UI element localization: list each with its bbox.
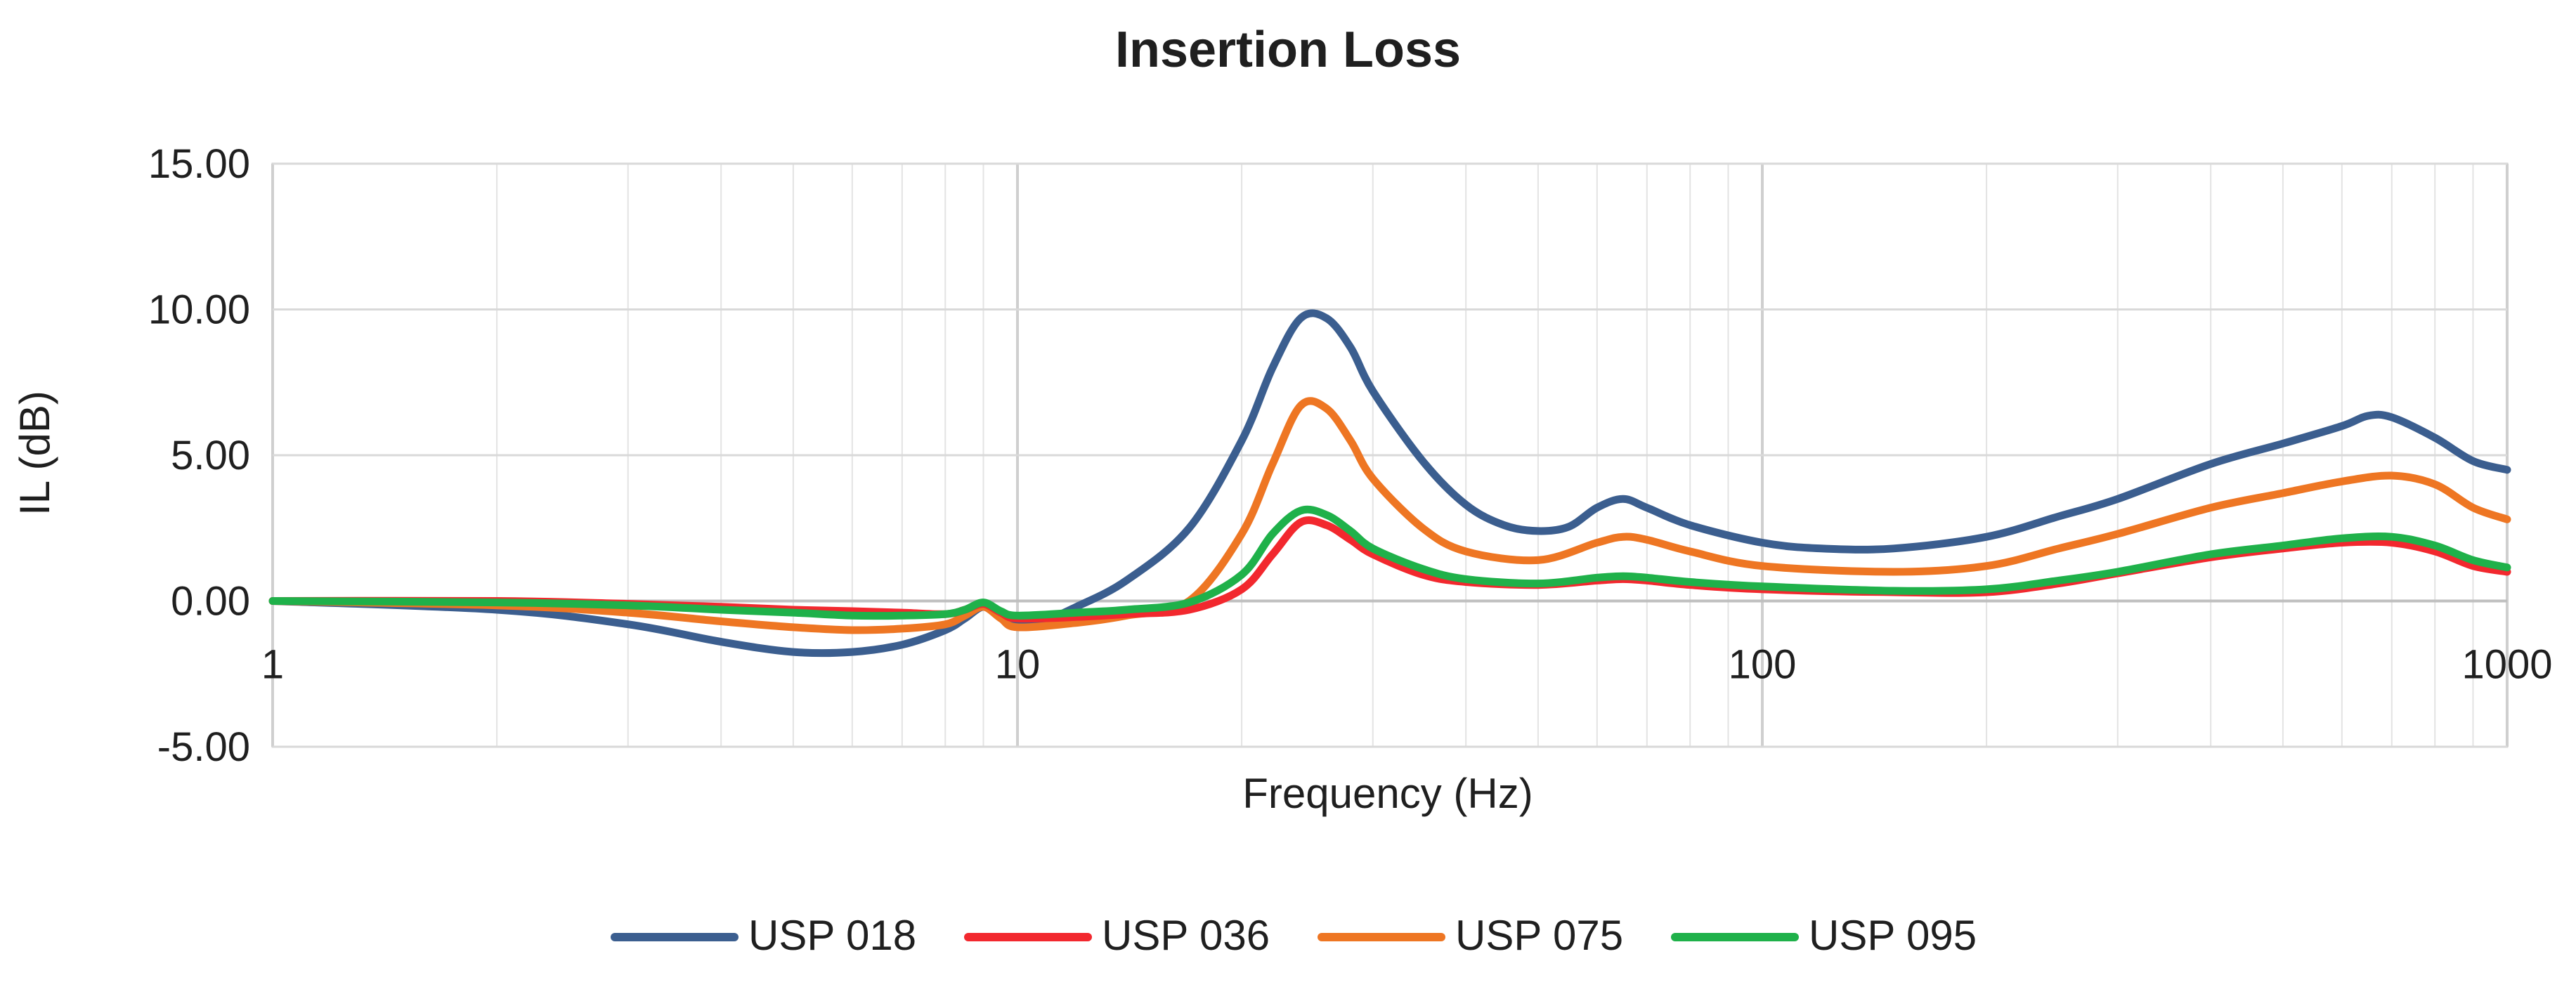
legend-label-usp-075: USP 075	[1455, 912, 1623, 959]
x-tick-label: 1	[261, 642, 284, 688]
legend-label-usp-036: USP 036	[1102, 912, 1270, 959]
series-line-usp-075	[268, 397, 2511, 634]
y-tick-label: 5.00	[171, 433, 250, 478]
grid	[271, 162, 2509, 748]
series-line-usp-095	[268, 505, 2511, 620]
y-tick-label: -5.00	[157, 724, 250, 770]
y-tick-label: 0.00	[171, 579, 250, 625]
legend-label-usp-018: USP 018	[748, 912, 916, 959]
x-axis-label: Frequency (Hz)	[1242, 770, 1533, 817]
series-line-usp-018	[268, 309, 2511, 658]
x-tick-label: 1000	[2461, 642, 2552, 688]
legend: USP 018 USP 036 USP 075 USP 095	[611, 912, 1977, 959]
y-axis-label: IL (dB)	[11, 391, 58, 516]
y-tick-label: 10.00	[148, 287, 250, 333]
tick-labels: 1 10 100 1000 -5.00 0.00 5.00 10.00 15.00	[148, 141, 2553, 770]
legend-label-usp-095: USP 095	[1809, 912, 1977, 959]
x-tick-label: 10	[995, 642, 1041, 688]
y-tick-label: 15.00	[148, 141, 250, 187]
x-tick-label: 100	[1729, 642, 1797, 688]
series-lines	[268, 309, 2511, 658]
chart-title: Insertion Loss	[1115, 22, 1461, 78]
